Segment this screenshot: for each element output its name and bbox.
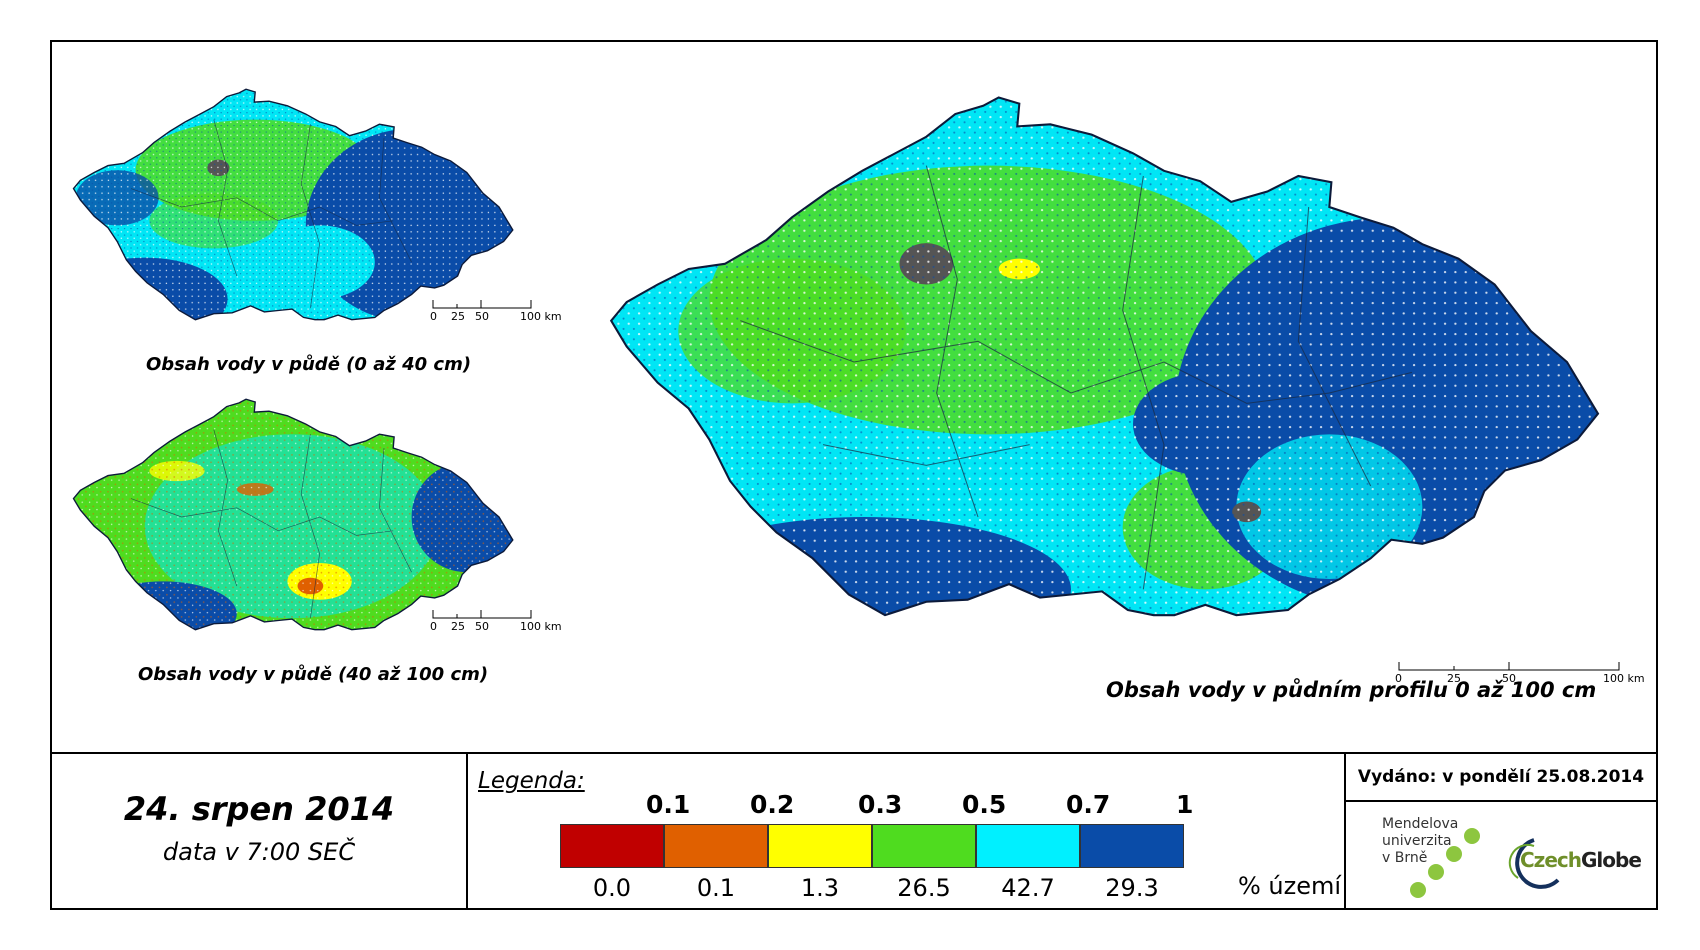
legend-percent: 1.3 <box>800 874 840 902</box>
logo-dot <box>1428 864 1444 880</box>
legend-swatch-3 <box>872 824 976 868</box>
date-title: 24. srpen 2014 <box>123 790 395 828</box>
logo-dot <box>1446 846 1462 862</box>
caption-topsoil: Obsah vody v půdě (0 až 40 cm) <box>146 354 472 375</box>
footer-panel: 24. srpen 2014 data v 7:00 SEČ Legenda: … <box>52 752 1656 910</box>
legend-swatch-2 <box>768 824 872 868</box>
legend-percent: 0.0 <box>592 874 632 902</box>
scale-label-0: 0 <box>430 310 437 323</box>
legend-threshold: 0.7 <box>1066 790 1111 819</box>
date-subtitle: data v 7:00 SEČ <box>162 838 356 866</box>
scale-label-0: 0 <box>430 620 437 633</box>
figure-frame: 0 25 50 100 km 0 25 50 100 km 0 25 50 10… <box>50 40 1658 910</box>
scale-label-25: 25 <box>451 620 465 633</box>
caption-subsoil: Obsah vody v půdě (40 až 100 cm) <box>138 664 489 685</box>
czechglobe-text-a: Czech <box>1520 848 1582 872</box>
map-topsoil <box>72 88 514 321</box>
scale-label-25: 25 <box>451 310 465 323</box>
legend-panel: Legenda: 0.1 0.2 0.3 0.5 0.7 1 0.0 0.1 1… <box>468 754 1346 910</box>
czechglobe-text: CzechGlobe <box>1520 848 1642 872</box>
issued-date: Vydáno: v pondělí 25.08.2014 <box>1346 754 1656 802</box>
scale-label-25: 25 <box>1447 672 1461 685</box>
scale-label-50: 50 <box>475 620 489 633</box>
logo-dot <box>1410 882 1426 898</box>
legend-swatch-0 <box>560 824 664 868</box>
map-profile <box>609 96 1600 617</box>
legend-percent: 26.5 <box>897 874 951 902</box>
scale-label-100: 100 km <box>520 620 562 633</box>
czechglobe-text-b: Globe <box>1580 848 1642 872</box>
czechglobe-logo: CzechGlobe <box>1504 834 1644 890</box>
legend-percent: 0.1 <box>696 874 736 902</box>
info-panel: Vydáno: v pondělí 25.08.2014 Mendelova u… <box>1346 754 1656 910</box>
legend-threshold: 0.3 <box>858 790 903 819</box>
mendel-line: Mendelova <box>1382 816 1459 832</box>
map-subsoil <box>72 398 514 631</box>
map-area: 0 25 50 100 km 0 25 50 100 km 0 25 50 10… <box>52 42 1656 752</box>
legend-title: Legenda: <box>478 768 585 794</box>
legend-swatch-5 <box>1080 824 1184 868</box>
legend-unit: % území <box>1238 872 1342 900</box>
legend-threshold: 0.5 <box>962 790 1007 819</box>
legend-threshold: 0.1 <box>646 790 691 819</box>
caption-profile: Obsah vody v půdním profilu 0 až 100 cm <box>1106 678 1597 702</box>
scale-label-100: 100 km <box>1603 672 1645 685</box>
legend-threshold: 0.2 <box>750 790 795 819</box>
mendel-university-logo: Mendelova univerzita v Brně <box>1382 816 1458 867</box>
legend-percent: 42.7 <box>1001 874 1055 902</box>
czechglobe-arc-icon <box>1508 838 1560 889</box>
scale-label-50: 50 <box>1502 672 1516 685</box>
mendel-line: v Brně <box>1382 850 1428 866</box>
legend-swatch-4 <box>976 824 1080 868</box>
legend-threshold: 1 <box>1176 790 1194 819</box>
logo-dot <box>1464 828 1480 844</box>
mendel-line: univerzita <box>1382 833 1452 849</box>
scale-label-50: 50 <box>475 310 489 323</box>
date-panel: 24. srpen 2014 data v 7:00 SEČ <box>52 754 468 910</box>
scale-label-100: 100 km <box>520 310 562 323</box>
scale-label-0: 0 <box>1395 672 1402 685</box>
legend-percent: 29.3 <box>1105 874 1159 902</box>
legend-swatch-1 <box>664 824 768 868</box>
